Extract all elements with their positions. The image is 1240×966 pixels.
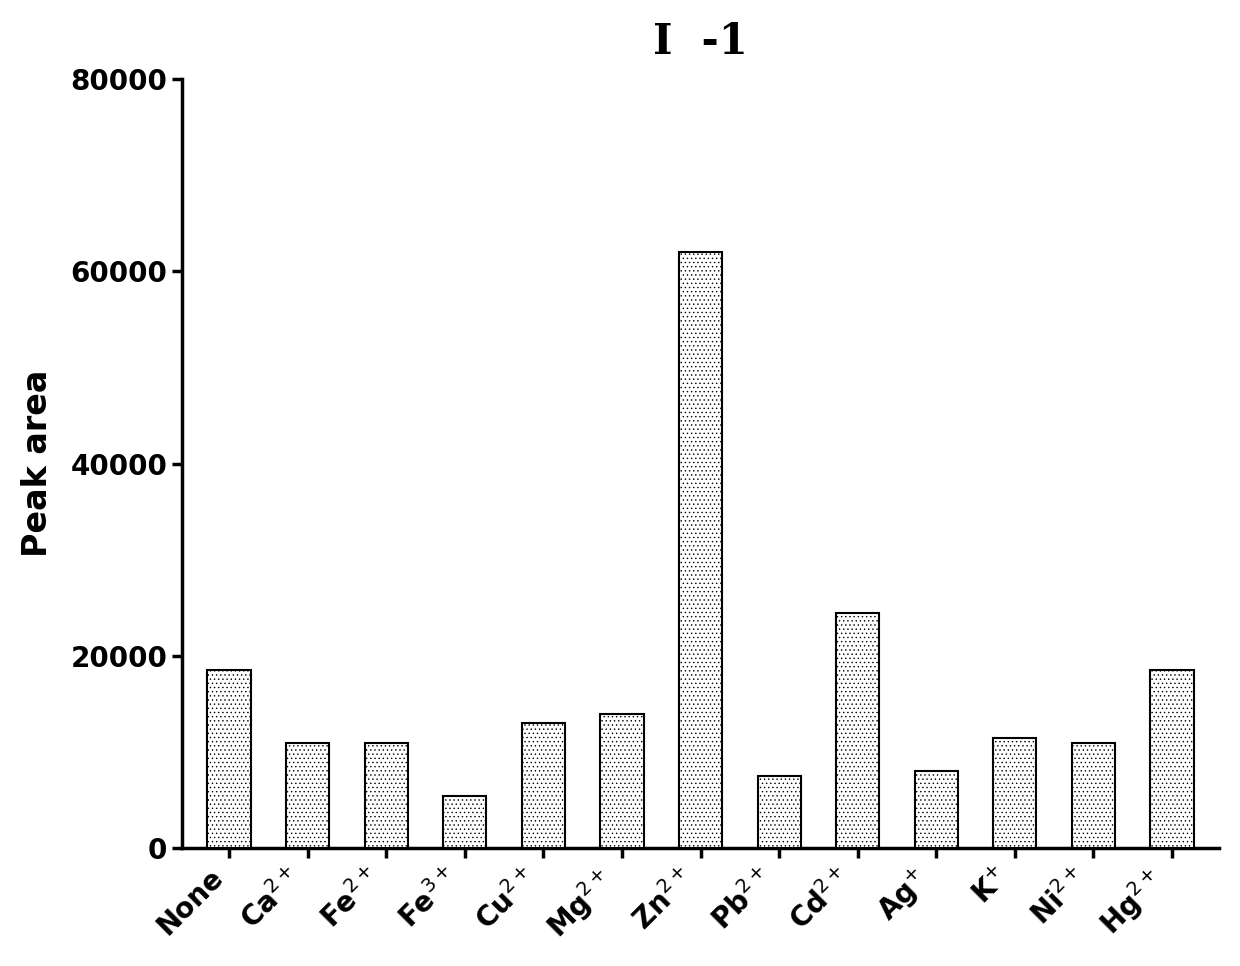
Bar <box>600 714 644 848</box>
Bar <box>836 612 879 848</box>
Bar <box>207 670 250 848</box>
Bar <box>680 252 722 848</box>
Y-axis label: Peak area: Peak area <box>21 370 53 557</box>
Bar <box>522 724 565 848</box>
Bar <box>365 743 408 848</box>
Bar <box>915 772 959 848</box>
Bar <box>1071 743 1115 848</box>
Bar <box>758 777 801 848</box>
Bar <box>993 738 1037 848</box>
Title: I  -1: I -1 <box>653 21 748 63</box>
Bar <box>1151 670 1194 848</box>
Bar <box>286 743 330 848</box>
Bar <box>443 796 486 848</box>
